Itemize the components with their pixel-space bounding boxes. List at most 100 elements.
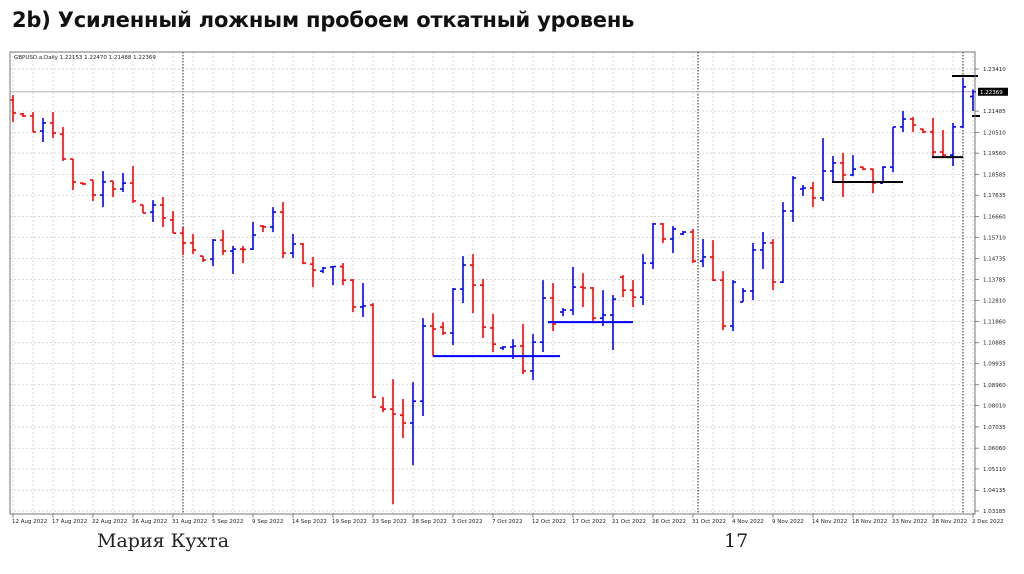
ohlc-bar	[190, 233, 196, 255]
ohlc-bar	[790, 176, 796, 222]
ohlc-bar	[830, 155, 836, 182]
x-tick-label: 4 Nov 2022	[732, 519, 764, 525]
slide-title: 2b) Усиленный ложным пробоем откатный ур…	[12, 8, 635, 32]
author-name: Мария Кухта	[97, 530, 230, 552]
ohlc-bar	[500, 346, 506, 351]
ohlc-bar	[300, 242, 306, 265]
ohlc-bar	[750, 242, 756, 300]
ohlc-bar	[260, 225, 266, 233]
ohlc-bar	[860, 166, 866, 171]
x-tick-label: 28 Sep 2022	[412, 519, 447, 525]
ohlc-bar	[780, 202, 786, 283]
ohlc-bar	[330, 265, 336, 286]
ohlc-bar	[100, 171, 106, 208]
ohlc-bar	[110, 180, 116, 198]
ohlc-bar	[720, 271, 726, 331]
ohlc-bar	[540, 280, 546, 353]
y-tick-label: 1.12810	[983, 299, 1006, 305]
y-tick-label: 1.15710	[983, 235, 1006, 241]
x-tick-label: 31 Oct 2022	[692, 519, 726, 525]
ohlc-bar	[290, 233, 296, 259]
y-tick-label: 1.14735	[983, 257, 1006, 263]
grid	[10, 52, 975, 514]
y-tick-label: 1.04135	[983, 488, 1006, 494]
x-tick-label: 12 Oct 2022	[532, 519, 566, 525]
ohlc-bar	[690, 228, 696, 264]
ohlc-bar	[810, 181, 816, 208]
ohlc-bar	[890, 126, 896, 173]
ohlc-bar	[80, 182, 86, 186]
y-tick-label: 1.06060	[983, 446, 1006, 452]
ohlc-bar	[360, 282, 366, 318]
y-tick-label: 1.10885	[983, 341, 1006, 347]
ohlc-bar	[210, 239, 216, 267]
ohlc-bar	[700, 239, 706, 267]
ohlc-bar	[680, 230, 686, 236]
y-tick-label: 1.07035	[983, 425, 1006, 431]
x-tick-label: 26 Aug 2022	[132, 519, 167, 525]
ohlc-bar	[170, 211, 176, 234]
ohlc-bar	[30, 112, 36, 133]
ohlc-bar	[20, 112, 26, 118]
ohlc-bar	[460, 256, 466, 304]
ohlc-bar	[380, 397, 386, 413]
y-tick-label: 1.20510	[983, 130, 1006, 136]
ohlc-bar	[800, 185, 806, 196]
x-tick-label: 17 Oct 2022	[572, 519, 606, 525]
page-number: 17	[724, 530, 749, 552]
y-tick-label: 1.08960	[983, 383, 1006, 389]
ohlc-bar	[200, 255, 206, 262]
ohlc-bar	[930, 117, 936, 156]
x-tick-label: 17 Aug 2022	[52, 519, 87, 525]
ohlc-bar	[630, 280, 636, 307]
period-separators	[182, 52, 964, 514]
ohlc-bar	[90, 179, 96, 201]
ohlc-bar	[70, 158, 76, 191]
ohlc-bar	[650, 223, 656, 269]
ohlc-bar	[400, 398, 406, 439]
ohlc-bar	[900, 110, 906, 132]
x-tick-label: 9 Sep 2022	[252, 519, 283, 525]
x-tick-label: 12 Aug 2022	[12, 519, 47, 525]
ohlc-bar	[40, 117, 46, 142]
ohlc-bar	[560, 308, 566, 317]
ohlc-bar	[420, 318, 426, 417]
ohlc-bar	[480, 279, 486, 339]
x-tick-label: 31 Aug 2022	[172, 519, 207, 525]
ohlc-bar	[350, 279, 356, 313]
ohlc-bar	[150, 200, 156, 222]
bars	[10, 77, 976, 505]
plot-frame	[9, 51, 976, 515]
ohlc-bar	[820, 138, 826, 201]
x-tick-label: 2 Dec 2022	[972, 519, 1004, 525]
ohlc-bar	[320, 266, 326, 274]
ohlc-bar	[410, 382, 416, 466]
ohlc-bar	[940, 129, 946, 158]
ohlc-bar	[60, 126, 66, 162]
ohlc-bar	[10, 95, 16, 123]
y-tick-label: 1.11860	[983, 319, 1006, 325]
ohlc-bar	[620, 275, 626, 298]
ohlc-bar	[670, 226, 676, 254]
x-tick-label: 22 Aug 2022	[92, 519, 127, 525]
ohlc-bar	[840, 152, 846, 198]
y-tick-label: 1.03185	[983, 509, 1006, 515]
ohlc-bar	[240, 246, 246, 264]
y-tick-label: 1.16660	[983, 215, 1006, 221]
x-tick-label: 21 Oct 2022	[612, 519, 646, 525]
ohlc-bar	[960, 77, 966, 129]
ohlc-bar	[600, 290, 606, 327]
ohlc-bar	[270, 207, 276, 233]
ohlc-bar	[570, 266, 576, 316]
x-tick-label: 23 Nov 2022	[892, 519, 927, 525]
x-axis: 12 Aug 2022 17 Aug 2022 22 Aug 2022 26 Aug …	[12, 514, 1004, 525]
x-tick-label: 5 Sep 2022	[212, 519, 243, 525]
ohlc-bar	[370, 303, 376, 399]
y-tick-label: 1.17635	[983, 193, 1006, 199]
ohlc-bar	[760, 232, 766, 269]
ohlc-bar	[220, 230, 226, 255]
ohlc-bar	[490, 313, 496, 353]
x-tick-label: 28 Nov 2022	[932, 519, 967, 525]
x-tick-label: 26 Oct 2022	[652, 519, 686, 525]
ohlc-bar	[310, 256, 316, 288]
